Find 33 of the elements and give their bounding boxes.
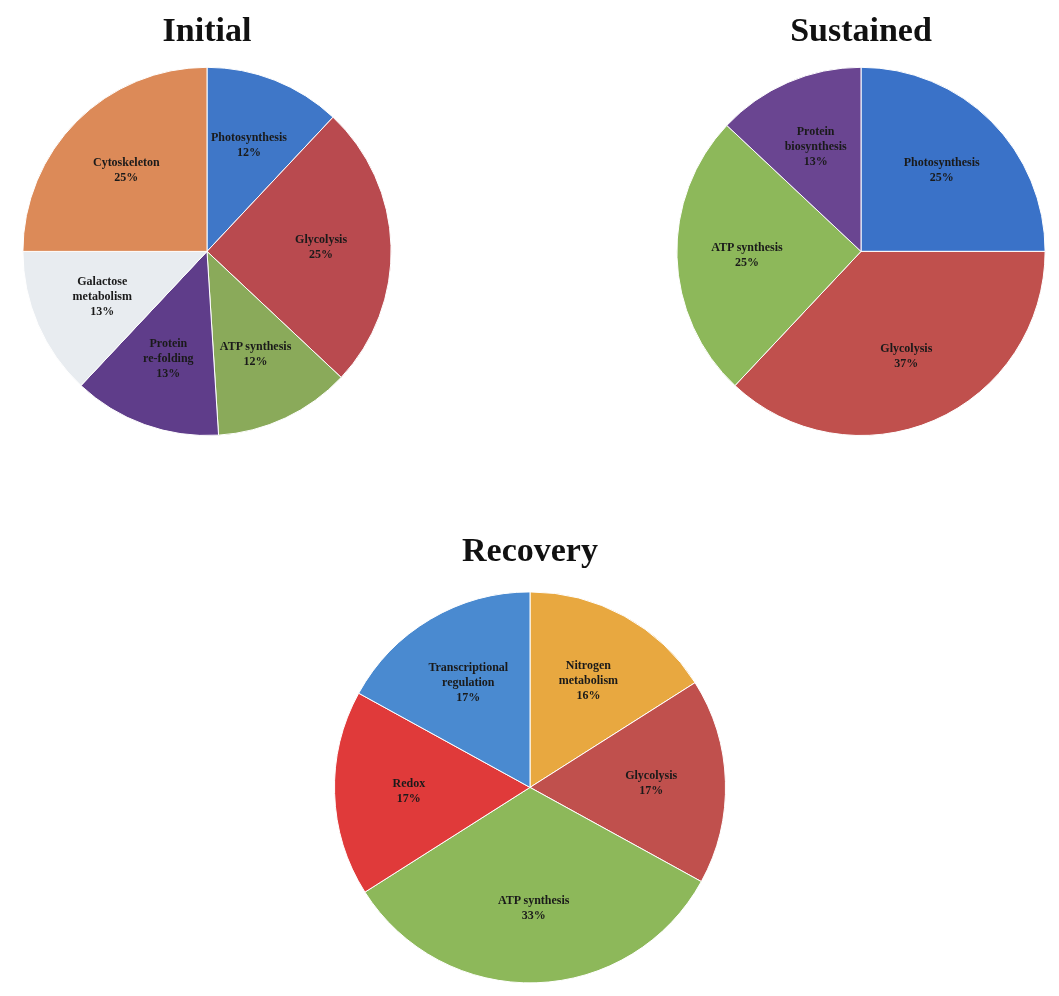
- data-label: 25%: [734, 254, 759, 269]
- data-label: 13%: [156, 365, 181, 380]
- data-label: 17%: [396, 790, 421, 805]
- slice-label: ATP synthesis: [498, 893, 570, 908]
- data-label: 25%: [114, 170, 139, 185]
- slice-label: Glycolysis: [880, 340, 933, 355]
- data-label: 25%: [929, 170, 954, 185]
- data-label: 12%: [237, 144, 262, 159]
- data-label: 17%: [456, 690, 481, 705]
- slice-label: Galactose metabolism: [72, 273, 132, 303]
- data-label: 25%: [309, 247, 334, 262]
- chart-title: Initial: [162, 11, 252, 49]
- data-label: 16%: [576, 688, 601, 703]
- slice-label: Protein biosynthesis: [784, 123, 847, 153]
- slice-label: Nitrogen metabolism: [558, 658, 619, 688]
- slice-label: Protein re-folding: [143, 335, 194, 365]
- slice-label: Photosynthesis: [211, 129, 288, 144]
- data-label: 13%: [803, 153, 828, 168]
- data-label: 17%: [639, 783, 664, 798]
- slice-label: ATP synthesis: [711, 239, 783, 254]
- slice-label: ATP synthesis: [219, 339, 292, 354]
- slice-label: Glycolysis: [625, 768, 678, 783]
- chart-title: Recovery: [462, 531, 598, 569]
- data-label: 13%: [90, 303, 115, 318]
- slice-label: Glycolysis: [295, 232, 348, 247]
- chart-title: Sustained: [790, 11, 932, 49]
- slice-label: Photosynthesis: [903, 155, 981, 170]
- data-label: 33%: [521, 908, 546, 923]
- slice-label: Redox: [392, 775, 426, 790]
- data-label: 37%: [894, 355, 919, 370]
- data-label: 12%: [243, 354, 268, 369]
- slice-label: Transcriptional regulation: [428, 660, 509, 690]
- slice-label: Cytoskeleton: [92, 155, 160, 170]
